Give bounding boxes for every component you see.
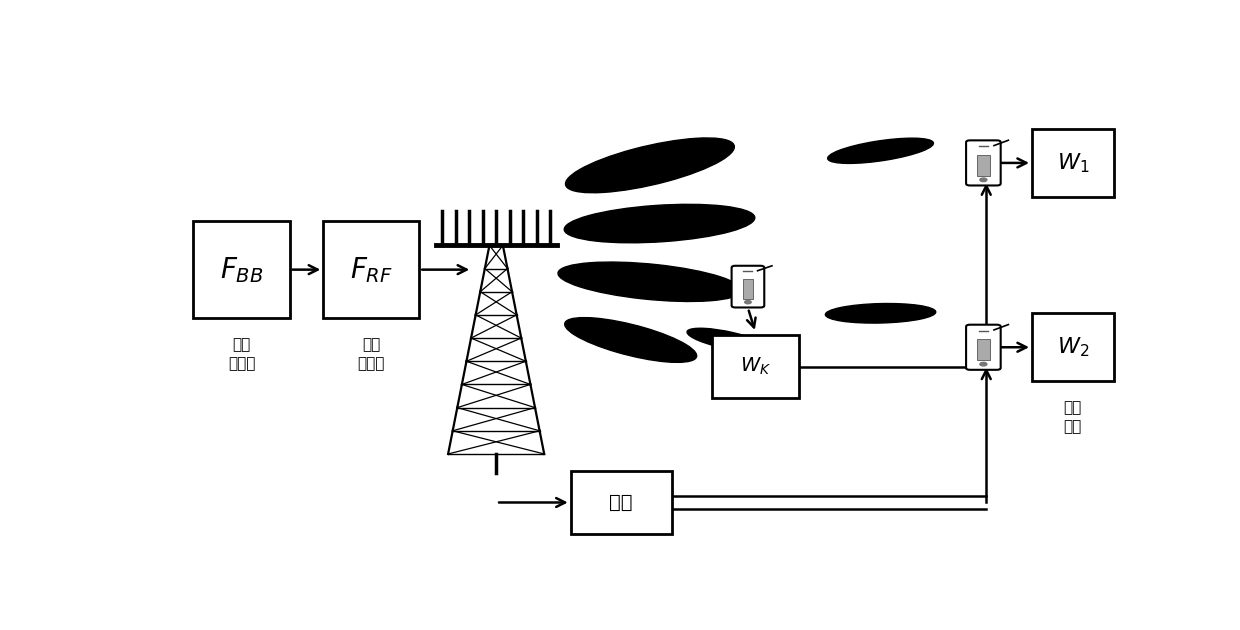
Text: $F_{RF}$: $F_{RF}$	[350, 255, 393, 285]
Ellipse shape	[565, 138, 734, 193]
Text: $W_1$: $W_1$	[1056, 151, 1089, 175]
Ellipse shape	[564, 318, 697, 362]
FancyBboxPatch shape	[712, 335, 799, 398]
FancyBboxPatch shape	[966, 324, 1001, 370]
Bar	[977, 339, 990, 360]
Ellipse shape	[558, 262, 742, 302]
Text: $W_K$: $W_K$	[740, 356, 771, 377]
Circle shape	[980, 178, 987, 181]
FancyBboxPatch shape	[966, 140, 1001, 185]
Text: 反馈: 反馈	[609, 493, 632, 512]
Ellipse shape	[687, 328, 766, 352]
FancyBboxPatch shape	[324, 221, 419, 318]
Ellipse shape	[564, 204, 755, 243]
Ellipse shape	[826, 304, 936, 323]
Text: $W_2$: $W_2$	[1056, 335, 1089, 359]
Bar	[743, 279, 753, 299]
Text: 数字
预编码: 数字 预编码	[228, 338, 255, 371]
Bar	[977, 155, 990, 176]
FancyBboxPatch shape	[1032, 313, 1114, 381]
FancyBboxPatch shape	[193, 221, 290, 318]
Ellipse shape	[827, 138, 934, 163]
Text: 模拟
预编码: 模拟 预编码	[357, 338, 384, 371]
FancyBboxPatch shape	[1032, 129, 1114, 197]
FancyBboxPatch shape	[732, 266, 764, 307]
Circle shape	[745, 301, 751, 304]
Circle shape	[980, 362, 987, 366]
FancyBboxPatch shape	[570, 471, 672, 534]
Text: 模拟
合并: 模拟 合并	[1064, 401, 1081, 434]
Text: $F_{BB}$: $F_{BB}$	[219, 255, 263, 285]
